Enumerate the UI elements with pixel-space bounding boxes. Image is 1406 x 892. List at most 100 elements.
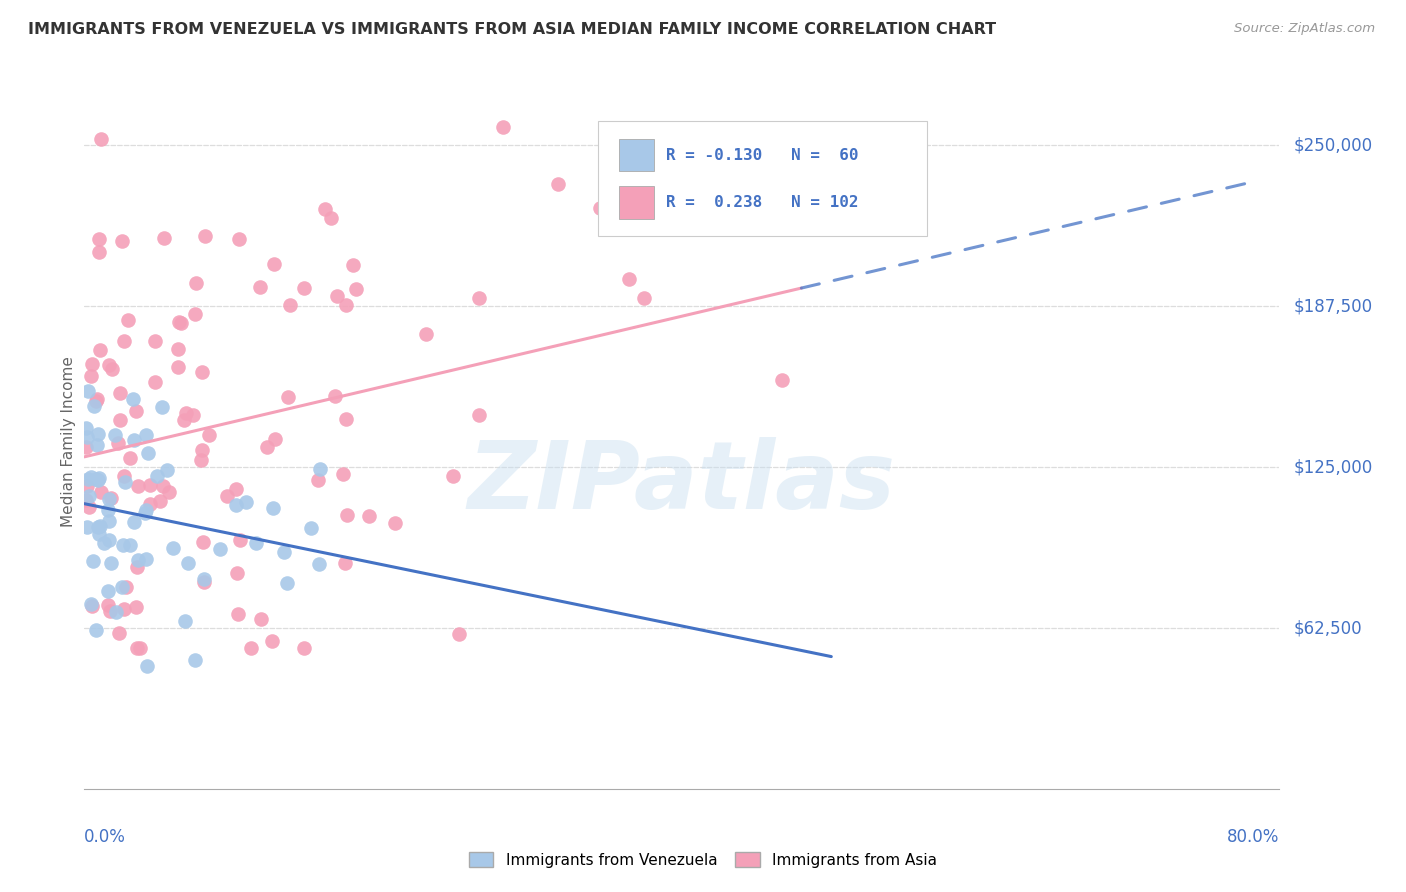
- Point: [86, 392, 108, 407]
- Text: $62,500: $62,500: [1294, 619, 1362, 638]
- Point: [107, 436, 129, 450]
- Point: [335, 298, 357, 312]
- Point: [314, 202, 336, 216]
- Text: 0.0%: 0.0%: [84, 828, 127, 846]
- Point: [633, 291, 655, 305]
- Point: [225, 482, 247, 496]
- Text: R =  0.238   N = 102: R = 0.238 N = 102: [666, 195, 859, 211]
- Point: [190, 452, 212, 467]
- Point: [162, 541, 184, 555]
- Point: [112, 538, 135, 552]
- Point: [136, 658, 159, 673]
- Point: [122, 433, 145, 447]
- Text: $250,000: $250,000: [1294, 136, 1372, 154]
- Point: [76, 479, 98, 493]
- Point: [415, 326, 437, 341]
- Point: [96, 583, 118, 598]
- Point: [198, 428, 221, 442]
- Point: [77, 472, 100, 486]
- Point: [229, 533, 252, 547]
- FancyBboxPatch shape: [619, 139, 654, 171]
- Point: [468, 408, 491, 422]
- Point: [225, 498, 247, 512]
- Point: [226, 566, 249, 580]
- Point: [547, 178, 569, 192]
- Point: [235, 494, 257, 508]
- Point: [86, 438, 108, 452]
- Point: [619, 272, 641, 286]
- Point: [299, 521, 322, 535]
- Legend: Immigrants from Venezuela, Immigrants from Asia: Immigrants from Venezuela, Immigrants fr…: [463, 846, 943, 873]
- Point: [278, 298, 301, 312]
- Point: [167, 342, 190, 356]
- Point: [117, 313, 139, 327]
- Text: $187,500: $187,500: [1294, 297, 1372, 315]
- Point: [100, 604, 122, 618]
- Point: [256, 441, 278, 455]
- Point: [143, 334, 166, 348]
- Point: [111, 234, 134, 248]
- Point: [181, 408, 204, 422]
- Point: [319, 211, 342, 225]
- Point: [384, 516, 406, 530]
- Point: [135, 503, 157, 517]
- Point: [97, 533, 120, 547]
- Point: [75, 441, 97, 455]
- Point: [136, 446, 159, 460]
- Point: [100, 362, 122, 376]
- Text: ZIPatlas: ZIPatlas: [468, 437, 896, 529]
- Point: [359, 509, 381, 524]
- Point: [292, 640, 315, 655]
- Point: [336, 508, 359, 522]
- Point: [770, 373, 793, 387]
- Point: [167, 360, 190, 375]
- Point: [277, 390, 299, 404]
- Point: [150, 401, 173, 415]
- Point: [108, 385, 131, 400]
- Point: [308, 557, 330, 571]
- Point: [80, 470, 103, 484]
- Point: [135, 428, 157, 442]
- Point: [447, 627, 470, 641]
- Point: [77, 490, 100, 504]
- Point: [276, 575, 298, 590]
- Point: [108, 413, 131, 427]
- Text: R = -0.130   N =  60: R = -0.130 N = 60: [666, 148, 859, 162]
- FancyBboxPatch shape: [599, 121, 927, 236]
- Point: [76, 520, 98, 534]
- Point: [344, 281, 367, 295]
- Point: [156, 463, 179, 477]
- Point: [98, 491, 121, 506]
- Point: [309, 462, 332, 476]
- Point: [84, 623, 107, 637]
- Point: [93, 536, 115, 550]
- Point: [122, 392, 145, 406]
- Point: [104, 427, 127, 442]
- Point: [97, 503, 120, 517]
- Point: [148, 494, 170, 508]
- Point: [335, 412, 357, 426]
- Point: [127, 478, 149, 492]
- Point: [333, 556, 356, 570]
- Point: [87, 473, 110, 487]
- Point: [307, 474, 329, 488]
- Point: [152, 479, 174, 493]
- Point: [143, 375, 166, 389]
- Text: Source: ZipAtlas.com: Source: ZipAtlas.com: [1234, 22, 1375, 36]
- Point: [77, 500, 100, 514]
- Point: [89, 343, 111, 357]
- Point: [262, 634, 284, 648]
- Point: [87, 527, 110, 541]
- Point: [441, 469, 464, 483]
- Point: [82, 554, 104, 568]
- Point: [86, 393, 108, 408]
- Point: [245, 536, 267, 550]
- Point: [167, 315, 190, 329]
- Point: [76, 384, 98, 398]
- Point: [83, 400, 105, 414]
- Point: [120, 537, 142, 551]
- Point: [89, 519, 111, 533]
- Point: [120, 451, 142, 466]
- Point: [292, 280, 315, 294]
- Point: [228, 232, 250, 246]
